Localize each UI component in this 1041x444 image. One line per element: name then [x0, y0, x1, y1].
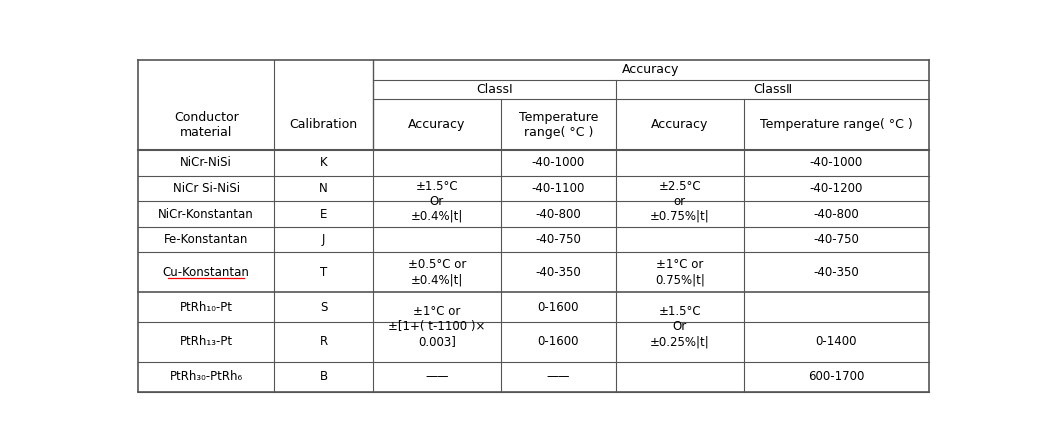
Text: Cu-Konstantan: Cu-Konstantan — [162, 266, 250, 279]
Text: -40-750: -40-750 — [535, 233, 581, 246]
Text: B: B — [320, 370, 328, 383]
Text: -40-1000: -40-1000 — [810, 156, 863, 169]
Text: ±0.5°C or
±0.4%|t|: ±0.5°C or ±0.4%|t| — [408, 258, 466, 286]
Text: -40-1000: -40-1000 — [532, 156, 585, 169]
Text: ±2.5°C
or
±0.75%|t|: ±2.5°C or ±0.75%|t| — [650, 180, 710, 223]
Text: J: J — [322, 233, 325, 246]
Text: 0-1600: 0-1600 — [537, 301, 579, 313]
Text: PtRh₁₀-Pt: PtRh₁₀-Pt — [180, 301, 232, 313]
Text: ClassⅡ: ClassⅡ — [753, 83, 792, 96]
Text: S: S — [320, 301, 327, 313]
Text: 0-1600: 0-1600 — [537, 335, 579, 349]
Text: K: K — [320, 156, 327, 169]
Text: NiCr-NiSi: NiCr-NiSi — [180, 156, 232, 169]
Text: ±1°C or
±[1+( t-1100 )×
0.003]: ±1°C or ±[1+( t-1100 )× 0.003] — [388, 305, 485, 348]
Text: N: N — [320, 182, 328, 195]
Text: NiCr Si-NiSi: NiCr Si-NiSi — [173, 182, 239, 195]
Text: -40-1200: -40-1200 — [810, 182, 863, 195]
Text: ±1°C or
0.75%|t|: ±1°C or 0.75%|t| — [655, 258, 705, 286]
Text: Accuracy: Accuracy — [623, 63, 680, 76]
Text: -40-750: -40-750 — [813, 233, 859, 246]
Text: Calibration: Calibration — [289, 118, 357, 131]
Text: Fe-Konstantan: Fe-Konstantan — [163, 233, 249, 246]
Text: Temperature
range( °C ): Temperature range( °C ) — [518, 111, 598, 139]
Text: -40-800: -40-800 — [813, 208, 859, 221]
Text: ——: —— — [547, 370, 570, 383]
Text: -40-800: -40-800 — [535, 208, 581, 221]
Text: 600-1700: 600-1700 — [808, 370, 864, 383]
Text: ±1.5°C
Or
±0.25%|t|: ±1.5°C Or ±0.25%|t| — [650, 305, 710, 348]
Text: -40-350: -40-350 — [813, 266, 859, 279]
Text: ±1.5°C
Or
±0.4%|t|: ±1.5°C Or ±0.4%|t| — [410, 180, 463, 223]
Text: ClassⅠ: ClassⅠ — [476, 83, 513, 96]
Text: Conductor
material: Conductor material — [174, 111, 238, 139]
Text: Accuracy: Accuracy — [408, 118, 465, 131]
Text: Temperature range( °C ): Temperature range( °C ) — [760, 118, 913, 131]
Text: T: T — [320, 266, 327, 279]
Text: PtRh₁₃-Pt: PtRh₁₃-Pt — [180, 335, 233, 349]
Text: ——: —— — [425, 370, 449, 383]
Text: Accuracy: Accuracy — [651, 118, 708, 131]
Text: E: E — [320, 208, 327, 221]
Text: 0-1400: 0-1400 — [815, 335, 857, 349]
Text: PtRh₃₀-PtRh₆: PtRh₃₀-PtRh₆ — [170, 370, 243, 383]
Text: -40-350: -40-350 — [535, 266, 581, 279]
Text: R: R — [320, 335, 328, 349]
Text: -40-1100: -40-1100 — [532, 182, 585, 195]
Text: NiCr-Konstantan: NiCr-Konstantan — [158, 208, 254, 221]
